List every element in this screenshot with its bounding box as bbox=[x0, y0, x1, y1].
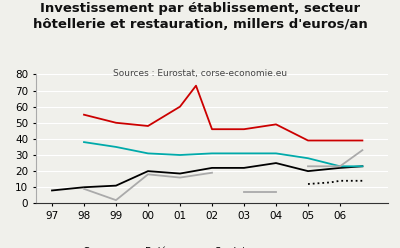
Text: Sources : Eurostat, corse-economie.eu: Sources : Eurostat, corse-economie.eu bbox=[113, 69, 287, 78]
Text: Investissement par établissement, secteur
hôtellerie et restauration, millers d': Investissement par établissement, secteu… bbox=[33, 2, 367, 31]
Legend: Corse, Chypre, Baléares, Canaries, Sardaigne: Corse, Chypre, Baléares, Canaries, Sarda… bbox=[58, 243, 268, 248]
